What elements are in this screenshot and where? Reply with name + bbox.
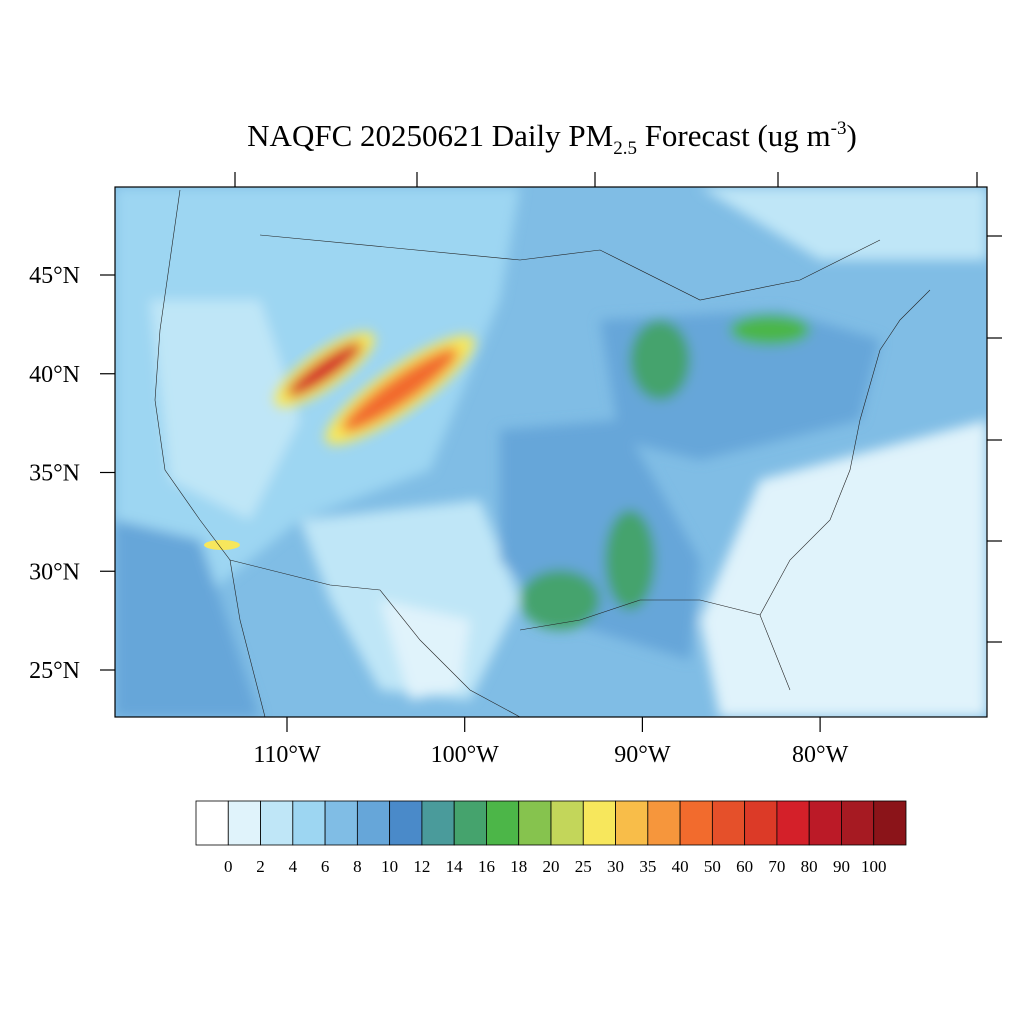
title-mid: Forecast (ug m	[637, 118, 831, 153]
colorbar-label: 6	[321, 857, 330, 876]
colorbar-label: 40	[672, 857, 689, 876]
colorbar-label: 4	[289, 857, 298, 876]
colorbar-box	[486, 800, 520, 846]
coastline	[154, 189, 266, 717]
colorbar-label: 12	[413, 857, 430, 876]
title-sup: -3	[831, 118, 847, 139]
frame-ticks	[234, 172, 1002, 643]
colorbar-box	[873, 800, 907, 846]
colorbar-box	[292, 800, 326, 846]
colorbar-box	[518, 800, 552, 846]
colorbar-box	[421, 800, 455, 846]
colorbar-label: 30	[607, 857, 624, 876]
colorbar-label: 2	[256, 857, 265, 876]
colorbar-box	[615, 800, 649, 846]
title-sub: 2.5	[613, 138, 637, 159]
axes: 45°N 40°N 35°N 30°N 25°N 110°W 100°W 90°W 80°W	[29, 263, 849, 768]
colorbar-label: 100	[861, 857, 887, 876]
colorbar-box	[744, 800, 778, 846]
lon-label: 110°W	[253, 742, 321, 768]
east-coast	[759, 289, 931, 616]
colorbar-box	[550, 800, 584, 846]
lat-label: 35°N	[29, 461, 80, 487]
colorbar-box	[647, 800, 681, 846]
map-field	[115, 187, 987, 717]
title-main: NAQFC 20250621 Daily PM	[247, 118, 613, 153]
lat-label: 25°N	[29, 658, 80, 684]
lon-label: 80°W	[792, 742, 849, 768]
colorbar-box	[679, 800, 713, 846]
colorbar-box	[356, 800, 391, 846]
colorbar-box	[324, 800, 358, 846]
colorbar-box	[808, 800, 842, 846]
colorbar-box	[841, 800, 875, 846]
colorbar-box	[195, 800, 229, 846]
colorbar-box	[776, 800, 810, 846]
colorbar-label: 90	[833, 857, 850, 876]
colorbar-box	[582, 800, 616, 846]
lat-label: 30°N	[29, 559, 80, 585]
lon-label: 100°W	[431, 742, 500, 768]
map-frame	[114, 186, 988, 718]
title: NAQFC 20250621 Daily PM2.5 Forecast (ug …	[247, 118, 857, 159]
colorbar-box	[711, 800, 746, 846]
colorbar-box	[453, 800, 487, 846]
colorbar-box	[260, 800, 294, 846]
colorbar-label: 14	[446, 857, 464, 876]
colorbar-label: 8	[353, 857, 362, 876]
colorbar-label: 70	[768, 857, 785, 876]
colorbar-label: 50	[704, 857, 721, 876]
colorbar-label: 0	[224, 857, 233, 876]
colorbar-label: 60	[736, 857, 753, 876]
title-end: )	[846, 118, 856, 153]
hotspot	[204, 540, 240, 550]
colorbar-box	[227, 800, 261, 846]
north-border	[259, 234, 881, 301]
colorbar-label: 80	[801, 857, 818, 876]
colorbar-label: 35	[639, 857, 656, 876]
gulf-coast	[519, 599, 791, 691]
colorbar: 0 2 4 6 8 10 12 14 16 18 20 25 30 35 40 50 60 70 80 90 100	[195, 800, 907, 876]
border	[229, 559, 521, 717]
colorbar-box	[389, 800, 423, 846]
colorbar-label: 16	[478, 857, 495, 876]
colorbar-label: 20	[543, 857, 560, 876]
colorbar-label: 10	[381, 857, 398, 876]
lat-label: 45°N	[29, 263, 80, 289]
lat-label: 40°N	[29, 362, 80, 388]
colorbar-label: 18	[510, 857, 527, 876]
colorbar-label: 25	[575, 857, 592, 876]
lon-label: 90°W	[614, 742, 671, 768]
